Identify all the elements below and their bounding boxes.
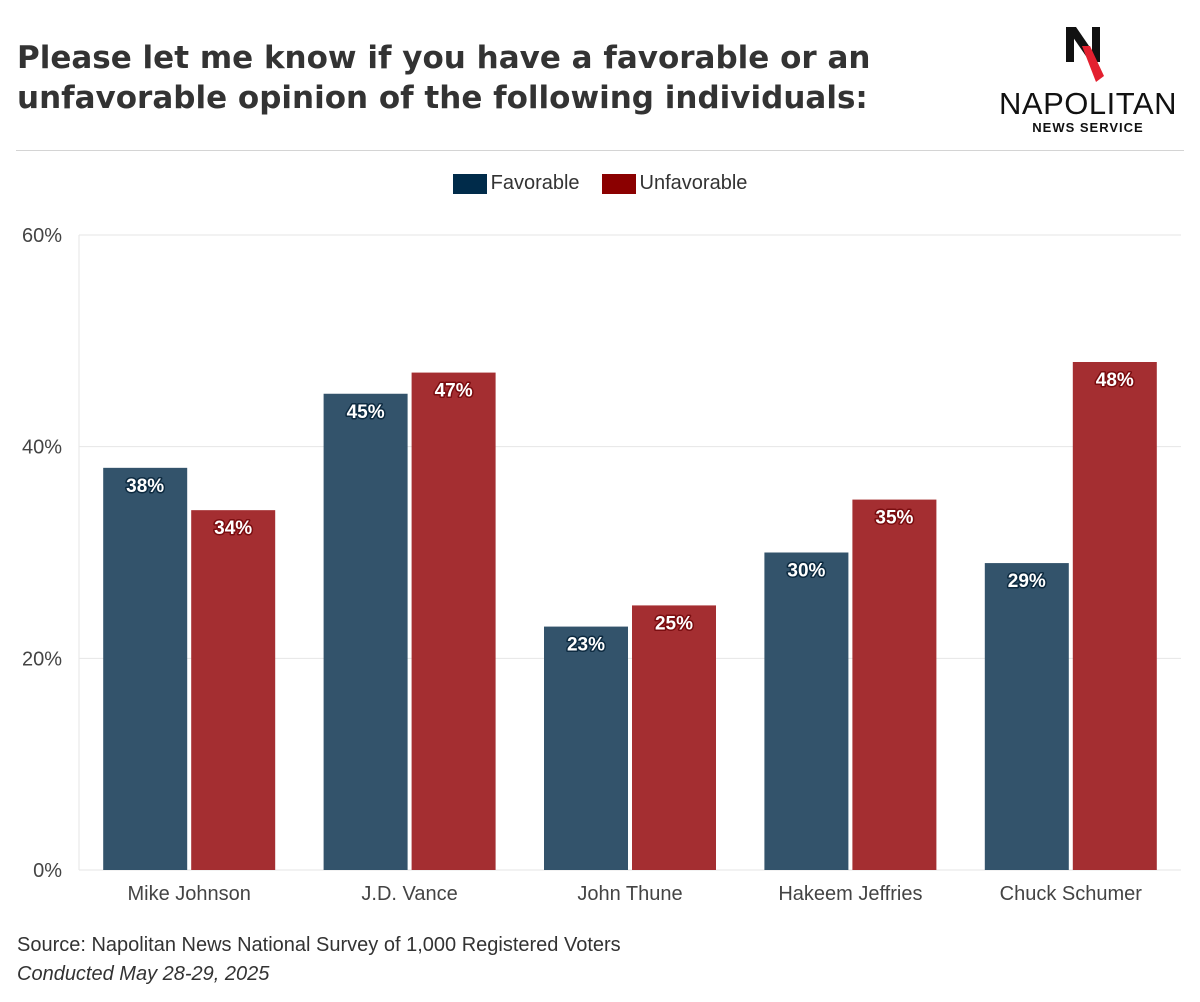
data-label: 47% xyxy=(435,381,473,402)
legend-swatch-unfavorable xyxy=(601,173,636,194)
chart-title: Please let me know if you have a favorab… xyxy=(17,38,917,118)
x-tick-label: John Thune xyxy=(577,883,682,905)
data-label: 38% xyxy=(126,476,164,497)
x-tick-label: Hakeem Jeffries xyxy=(778,883,922,905)
chart-footer: Source: Napolitan News National Survey o… xyxy=(17,931,621,989)
y-tick-label: 0% xyxy=(33,860,62,882)
data-label: 35% xyxy=(875,508,913,529)
survey-date-note: Conducted May 28-29, 2025 xyxy=(17,963,270,985)
napolitan-n-logo-icon xyxy=(1066,27,1104,82)
bar-unfavorable-1[interactable] xyxy=(411,372,496,870)
y-tick-label: 60% xyxy=(22,225,62,247)
x-tick-label: Mike Johnson xyxy=(127,883,250,905)
logo-wordmark: NAPOLITAN xyxy=(999,86,1177,121)
title-line-2: unfavorable opinion of the following ind… xyxy=(17,80,868,116)
legend-label-unfavorable: Unfavorable xyxy=(639,172,748,194)
y-tick-label: 20% xyxy=(22,648,62,670)
legend-item-favorable[interactable]: Favorable xyxy=(452,172,580,195)
source-note: Source: Napolitan News National Survey o… xyxy=(17,934,621,956)
title-line-1: Please let me know if you have a favorab… xyxy=(17,40,871,76)
bar-favorable-2[interactable] xyxy=(544,626,628,870)
legend-swatch-favorable xyxy=(452,173,487,194)
bar-unfavorable-3[interactable] xyxy=(852,499,937,870)
data-label: 30% xyxy=(787,561,825,582)
data-label: 48% xyxy=(1096,370,1134,391)
legend-label-favorable: Favorable xyxy=(490,172,580,194)
chart-legend: Favorable Unfavorable xyxy=(0,172,1200,195)
bar-unfavorable-0[interactable] xyxy=(191,510,276,870)
bar-favorable-3[interactable] xyxy=(764,552,849,871)
x-tick-label: J.D. Vance xyxy=(361,883,457,905)
bar-unfavorable-2[interactable] xyxy=(632,605,716,870)
x-tick-label: Chuck Schumer xyxy=(1000,883,1143,905)
bar-favorable-4[interactable] xyxy=(984,563,1069,870)
data-label: 29% xyxy=(1008,571,1046,592)
data-label: 25% xyxy=(655,613,693,634)
data-label: 23% xyxy=(567,635,605,656)
data-label: 34% xyxy=(214,518,252,539)
bar-favorable-1[interactable] xyxy=(323,393,408,870)
bar-favorable-0[interactable] xyxy=(103,467,188,870)
y-tick-label: 40% xyxy=(22,437,62,459)
legend-item-unfavorable[interactable]: Unfavorable xyxy=(601,172,748,195)
napolitan-logo: NAPOLITAN NEWS SERVICE xyxy=(996,24,1180,139)
logo-subline: NEWS SERVICE xyxy=(1032,120,1144,135)
data-label: 45% xyxy=(347,402,385,423)
bar-unfavorable-4[interactable] xyxy=(1072,362,1157,870)
header-divider xyxy=(16,150,1184,151)
